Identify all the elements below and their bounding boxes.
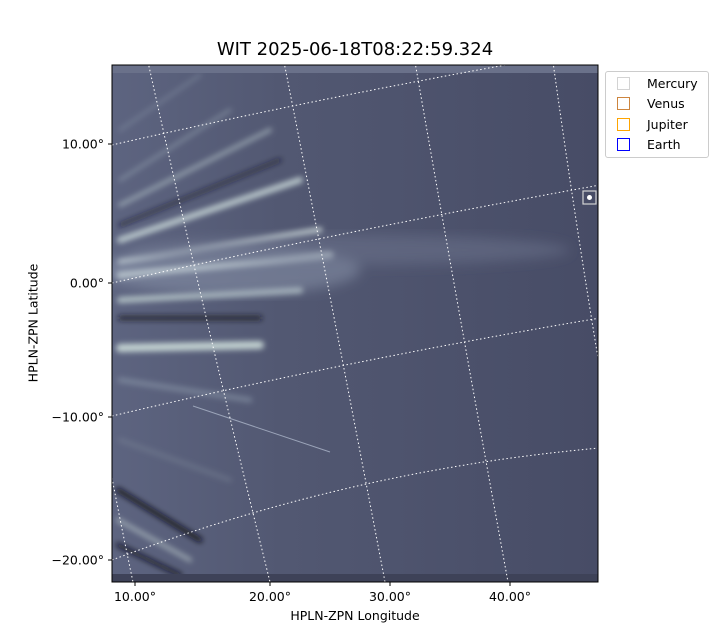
streak (116, 518, 192, 562)
x-tick-label: 10.00° (113, 589, 157, 604)
legend-label: Earth (647, 136, 681, 152)
y-tick-label: 10.00° (61, 136, 104, 152)
legend-label: Mercury (647, 75, 698, 91)
streak (116, 543, 182, 577)
streak (118, 438, 232, 482)
legend-label: Venus (647, 95, 685, 111)
legend-swatch (617, 117, 630, 131)
chart-title: WIT 2025-06-18T08:22:59.324 (216, 39, 494, 60)
legend-swatch (617, 137, 630, 151)
streak (118, 158, 282, 227)
coronal-streaks (115, 73, 334, 577)
streak (117, 377, 253, 403)
legend-item-mercury: Mercury (617, 73, 698, 93)
trail (192, 405, 331, 453)
mercury-marker (582, 190, 597, 205)
streak (117, 177, 303, 243)
coordinate-grid (112, 65, 598, 582)
streak (118, 73, 202, 132)
axes-frame (111, 64, 599, 583)
streak (118, 128, 272, 207)
x-tick-label: 40.00° (488, 589, 532, 604)
legend-item-earth: Earth (617, 134, 681, 154)
y-tick-label: −20.00° (51, 552, 104, 568)
y-axis-label: HPLN-ZPN Latitude (25, 263, 41, 383)
y-tick-label: −10.00° (51, 409, 104, 425)
x-axis-label: HPLN-ZPN Longitude (290, 608, 420, 623)
y-tick-label: 0.00° (69, 275, 104, 291)
legend-item-jupiter: Jupiter (617, 114, 688, 134)
x-tick-label: 30.00° (368, 589, 412, 604)
streak (118, 108, 232, 182)
streak (115, 487, 203, 543)
legend-item-venus: Venus (617, 93, 685, 113)
image-background (112, 65, 598, 582)
streak (116, 341, 264, 352)
x-tick-label: 20.00° (248, 589, 292, 604)
legend: Mercury Venus Jupiter Earth (605, 71, 709, 158)
legend-swatch (617, 76, 630, 90)
legend-label: Jupiter (647, 116, 688, 132)
legend-swatch (617, 96, 630, 110)
